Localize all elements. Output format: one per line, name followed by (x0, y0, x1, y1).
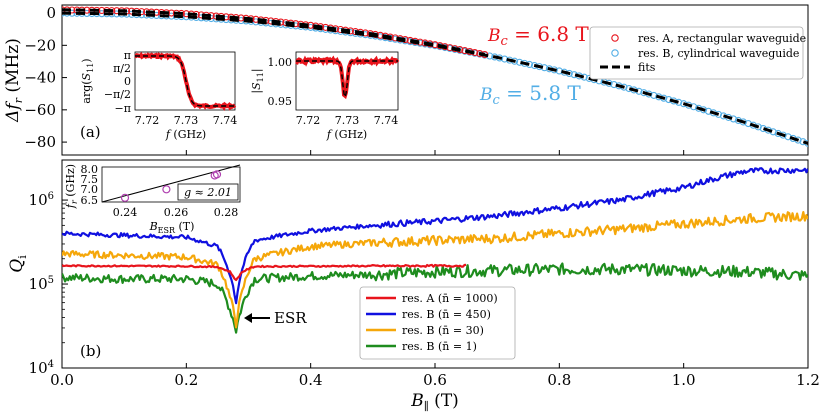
inset-magnitude-ytick-0: 1.00 (268, 56, 293, 69)
bottom-y-axis-label: Qi (7, 255, 29, 273)
inset-magnitude-fit (296, 60, 398, 100)
esr-arrow-head (244, 313, 252, 323)
legend-label-res-a-1000: res. A (n̄ = 1000) (402, 292, 498, 305)
top-fit-res-b (62, 11, 808, 145)
inset-gfactor-point (120, 193, 130, 202)
inset-magnitude-xtick-0: 7.72 (296, 114, 321, 127)
bottom-xtick-label: 0.2 (174, 371, 198, 389)
bottom-xtick-label: 1.2 (796, 371, 820, 389)
bc-annotation-red: Bc = 6.8 T (487, 22, 589, 49)
inset-magnitude: 1.00 0.95 7.72 7.73 7.74 f (GHz) |S11| (250, 51, 400, 141)
inset-phase-ytick-1: π/2 (113, 62, 131, 75)
inset-phase-xlabel: f (GHz) (165, 128, 206, 141)
inset-gfactor-label-box (177, 183, 239, 201)
bottom-xtick-label: 0.8 (547, 371, 571, 389)
inset-phase-ylabel: arg(S11) (80, 58, 95, 103)
inset-phase-xtick-2: 7.74 (213, 114, 238, 127)
legend-label-fits: fits (638, 61, 656, 74)
svg-text:Bc = 6.8 T: Bc = 6.8 T (487, 22, 589, 49)
inset-magnitude-ylabel: |S11| (250, 68, 265, 93)
legend-label-res-a: res. A, rectangular waveguide (638, 32, 806, 45)
top-plot-area (62, 6, 808, 147)
inset-gfactor-xtick-0: 0.24 (113, 206, 138, 219)
inset-gfactor-xtick-1: 0.26 (164, 206, 189, 219)
inset-magnitude-xtick-1: 7.73 (335, 114, 360, 127)
inset-gfactor-point (212, 170, 222, 179)
bottom-legend-box (359, 286, 516, 360)
bottom-ytick-label: 106 (29, 191, 54, 209)
inset-magnitude-ytick-1: 0.95 (268, 95, 293, 108)
inset-phase-xtick-1: 7.73 (174, 114, 199, 127)
bottom-xtick-label: 0.6 (423, 371, 447, 389)
inset-phase-fit (135, 55, 235, 107)
inset-gfactor: 8.0 7.5 7.0 6.5 0.24 0.26 0.28 BESR (T) … (64, 163, 241, 235)
inset-gfactor-point (162, 185, 171, 194)
inset-gfactor-ylabel: fr (GHz) (64, 164, 79, 209)
inset-phase-ytick-0: π (124, 49, 131, 62)
top-y-axis-label: Δfr (MHz) (3, 38, 25, 123)
inset-gfactor-ytick-3: 6.5 (81, 194, 99, 207)
bottom-panel-label: (b) (80, 342, 101, 360)
esr-label: ESR (274, 309, 307, 327)
top-fit-res-a (62, 8, 485, 56)
esr-annotation: ESR (244, 309, 307, 327)
top-panel: 0 −20 −40 −60 −80 Δfr (MHz) (a) Bc = 6.8 T B… (3, 4, 809, 156)
bottom-legend: res. A (n̄ = 1000) res. B (n̄ = 450) res… (359, 286, 516, 360)
inset-phase: π π/2 0 −π/2 −π 7.72 7.73 7.74 f (GHz) a… (80, 49, 237, 141)
top-ytick-label: −60 (24, 101, 56, 119)
svg-text:Bc = 5.8 T: Bc = 5.8 T (479, 81, 581, 108)
inset-phase-ytick-3: −π/2 (104, 88, 131, 101)
top-legend: res. A, rectangular waveguide res. B, cy… (589, 26, 806, 80)
bottom-xtick-label: 1.0 (672, 371, 696, 389)
inset-phase-ytick-4: −π (115, 102, 131, 115)
top-ytick-label: −80 (24, 133, 56, 151)
legend-marker-res-a (611, 34, 619, 42)
top-y-ticks: 0 −20 −40 −60 −80 (24, 4, 809, 155)
inset-gfactor-xlabel: BESR (T) (149, 220, 195, 235)
top-ytick-label: 0 (46, 4, 56, 22)
inset-gfactor-xtick-2: 0.28 (214, 206, 239, 219)
legend-marker-res-b (611, 49, 619, 57)
bottom-xtick-label: 0.4 (299, 371, 323, 389)
legend-label-res-b-30: res. B (n̄ = 30) (402, 324, 484, 337)
bottom-series-res-b-1 (62, 262, 808, 334)
bottom-series-res-a-1000 (62, 263, 467, 282)
inset-phase-xtick-0: 7.72 (135, 114, 160, 127)
top-legend-box (589, 26, 804, 80)
bc-red-value: = 6.8 T (508, 22, 590, 46)
bottom-xtick-label: 0.0 (50, 371, 74, 389)
legend-label-res-b: res. B, cylindrical waveguide (638, 47, 799, 60)
inset-gfactor-label: g ≈ 2.01 (184, 186, 232, 199)
inset-gfactor-ytick-0: 8.0 (81, 163, 99, 176)
bc-annotation-blue: Bc = 5.8 T (479, 81, 581, 108)
legend-label-res-b-450: res. B (n̄ = 450) (402, 308, 491, 321)
inset-magnitude-xlabel: f (GHz) (326, 128, 367, 141)
top-ytick-label: −40 (24, 69, 56, 87)
bottom-ytick-label: 105 (29, 275, 54, 293)
bottom-series-res-b-30 (62, 211, 808, 329)
legend-label-res-b-1: res. B (n̄ = 1) (402, 340, 477, 353)
bc-blue-value: = 5.8 T (500, 81, 582, 105)
bottom-plot-area (62, 167, 808, 334)
top-ytick-label: −20 (24, 36, 56, 54)
inset-phase-ytick-2: 0 (124, 75, 131, 88)
top-panel-label: (a) (80, 123, 101, 141)
bottom-series-res-b-450 (62, 167, 808, 305)
inset-gfactor-ytick-2: 7.0 (81, 183, 99, 196)
bottom-x-axis-label: B∥ (T) (410, 391, 459, 413)
inset-magnitude-xtick-2: 7.74 (374, 114, 399, 127)
inset-gfactor-ytick-1: 7.5 (81, 173, 99, 186)
